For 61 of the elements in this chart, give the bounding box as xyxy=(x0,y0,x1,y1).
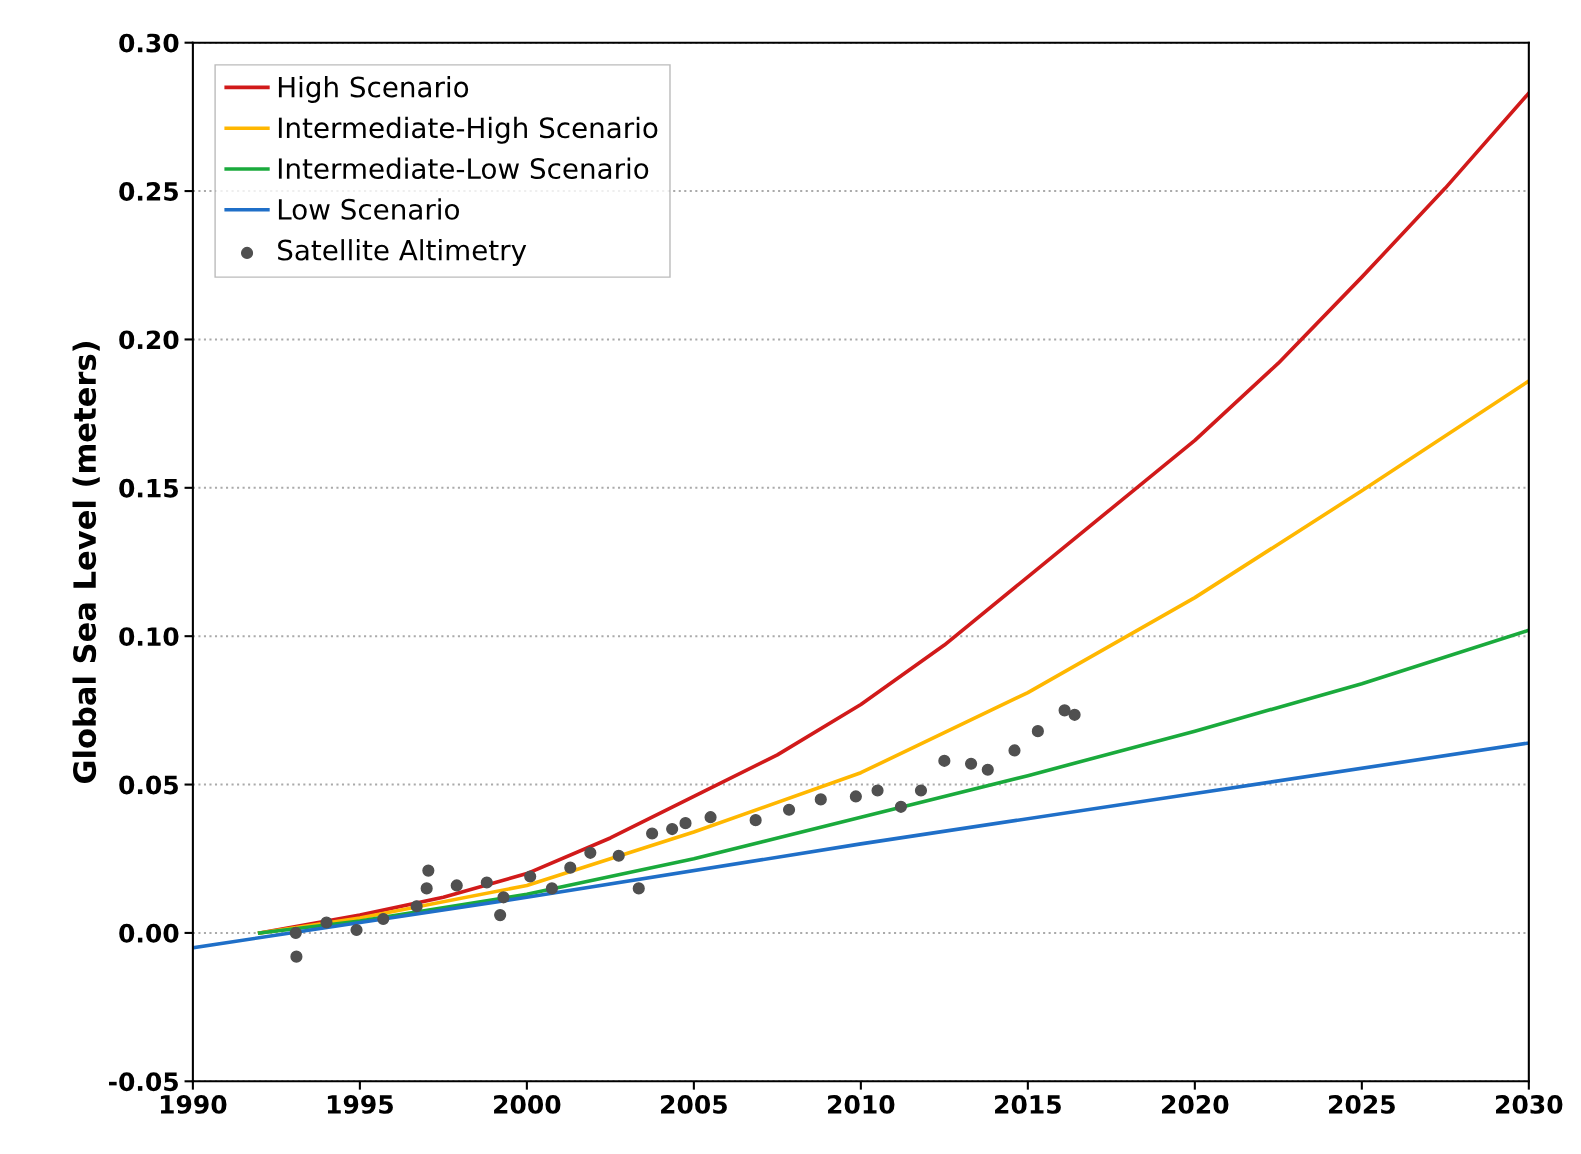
point xyxy=(350,923,363,937)
y-tick-label: 0.05 xyxy=(119,775,178,795)
point xyxy=(981,763,994,776)
y-tick-label: -0.05 xyxy=(108,1072,178,1092)
y-tick-label: 0.15 xyxy=(119,478,178,498)
y-axis-title: Global Sea Level (meters) xyxy=(72,342,100,784)
legend-label: High Scenario xyxy=(278,76,469,103)
point xyxy=(497,891,510,904)
legend-label: Low Scenario xyxy=(278,198,459,220)
point xyxy=(545,882,558,895)
point xyxy=(1058,704,1071,717)
point xyxy=(849,790,862,803)
point xyxy=(584,846,597,859)
point xyxy=(494,909,507,922)
x-tick-label: 1990 xyxy=(160,1094,227,1114)
x-tick-label: 2015 xyxy=(995,1094,1061,1114)
point xyxy=(964,757,978,770)
point xyxy=(289,926,302,940)
legend-label: Intermediate-Low Scenario xyxy=(278,157,649,180)
point xyxy=(666,822,679,836)
y-tick-label: 0.20 xyxy=(119,330,179,350)
point xyxy=(938,754,951,767)
x-tick-label: 2005 xyxy=(661,1094,727,1114)
point xyxy=(1008,744,1021,757)
point xyxy=(704,811,717,824)
point xyxy=(290,950,303,963)
point xyxy=(679,817,692,830)
point xyxy=(410,900,423,913)
y-tick-label: 0.00 xyxy=(119,923,179,943)
point xyxy=(524,870,537,883)
point xyxy=(480,876,493,889)
point xyxy=(646,827,659,840)
point xyxy=(450,879,463,892)
x-tick-label: 2030 xyxy=(1496,1094,1563,1114)
x-tick-label: 2000 xyxy=(494,1094,561,1114)
legend-label: Intermediate-High Scenario xyxy=(278,116,658,144)
point xyxy=(871,784,884,797)
point xyxy=(422,864,435,877)
point xyxy=(1068,708,1081,721)
line-series xyxy=(192,741,1529,950)
x-tick-label: 2010 xyxy=(828,1094,895,1114)
point xyxy=(632,882,645,895)
line-series xyxy=(257,628,1529,935)
point xyxy=(914,784,928,797)
point xyxy=(749,814,762,827)
point xyxy=(612,849,625,862)
point xyxy=(894,800,908,813)
point xyxy=(420,882,433,895)
point xyxy=(782,803,796,816)
point xyxy=(1031,725,1044,738)
y-tick-label: 0.30 xyxy=(119,33,179,53)
point xyxy=(814,793,827,806)
y-tick-label: 0.10 xyxy=(119,627,179,647)
x-tick-label: 2025 xyxy=(1329,1094,1395,1114)
x-tick-label: 2020 xyxy=(1162,1094,1229,1114)
y-tick-label: 0.25 xyxy=(119,182,178,201)
legend-label: Satellite Altimetry xyxy=(278,239,527,267)
point xyxy=(377,912,390,926)
x-tick-label: 1995 xyxy=(327,1094,393,1114)
point xyxy=(564,861,577,874)
point xyxy=(320,916,333,929)
